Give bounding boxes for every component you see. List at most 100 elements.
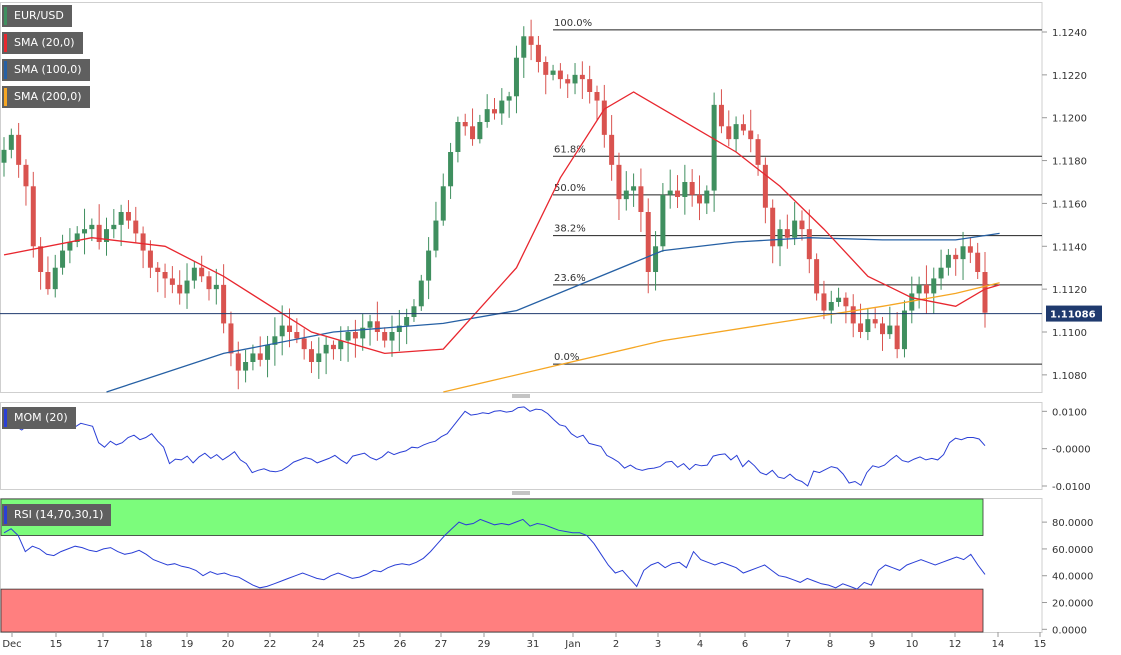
candle-body [433,220,439,251]
candle-body [89,224,95,230]
rsi-overbought-zone [0,498,984,536]
price-tick-label: 1.1140 [1052,242,1087,253]
fib-label: 0.0% [554,352,579,363]
candle-body [389,332,395,341]
rsi-tick-label: 80.0000 [1052,518,1093,529]
candle-body [477,122,483,140]
candle-body [945,254,951,268]
candle-body [506,96,512,101]
candle-body [484,109,490,122]
price-panel-frame [0,2,1043,393]
x-tick-label: 26 [394,639,407,650]
legend-rsi[interactable]: RSI (14,70,30,1) [2,504,112,526]
candle-body [784,229,790,238]
legend-symbol[interactable]: EUR/USD [2,5,72,27]
x-tick-label: Dec [2,639,21,650]
candle-body [294,332,300,339]
candle-body [492,109,497,114]
candle-body [609,134,615,165]
last-price-marker: 1.11086 [0,305,1102,322]
candle-body [38,246,44,272]
candle-body [257,353,263,360]
candle-body [396,325,402,332]
x-tick-label: 22 [264,639,277,650]
candle-body [858,323,864,332]
last-price-tag [1046,305,1102,322]
candle-body [118,212,124,225]
rsi-line [3,518,986,590]
candle-body [82,229,88,234]
candle-body [16,134,22,165]
candle-body [982,272,988,313]
momentum-line [3,406,986,487]
candle-body [909,293,915,311]
candle-body [828,302,834,311]
price-tick-label: 1.1200 [1052,114,1087,125]
candle-body [535,44,541,62]
x-tick-label: 20 [222,639,235,650]
candle-body [696,194,702,204]
candle-body [169,278,175,285]
rsi-tick-label: 0.0000 [1052,625,1087,636]
candle-body [184,280,190,294]
candle-body [301,338,307,350]
x-tick-label: 19 [181,639,194,650]
candle-body [367,321,373,328]
candle-body [177,284,183,294]
candle-body [653,246,659,272]
legend-sma200-label: SMA (200,0) [14,90,82,103]
candle-body [923,284,929,294]
candle-body [265,344,271,360]
legend-sma100[interactable]: SMA (100,0) [2,59,90,81]
price-tick-label: 1.1080 [1052,371,1087,382]
x-tick-label: 9 [869,639,875,650]
moving-averages [3,91,1000,393]
candle-body [206,276,212,290]
candle-body [631,186,637,191]
candle-body [448,152,454,187]
candle-body [865,319,871,332]
candle-body [279,325,285,337]
x-tick-label: 18 [140,639,153,650]
candle-body [235,353,241,371]
sma20-swatch [4,34,7,52]
x-tick-label: 2 [613,639,619,650]
candle-body [426,250,432,281]
symbol-swatch [4,7,7,25]
candle-body [748,130,754,140]
panel-frames [0,2,1043,633]
candle-body [528,36,534,45]
legend-sma20[interactable]: SMA (20,0) [2,32,83,54]
legend-mom[interactable]: MOM (20) [2,407,76,429]
candle-body [1,149,7,163]
candle-body [806,229,812,260]
candle-body [953,254,959,260]
momentum-panel-frame [0,402,1043,490]
candle-body [287,325,293,332]
candle-body [330,344,336,350]
price-tick-label: 1.1220 [1052,71,1087,82]
candle-body [221,284,227,324]
candle-body [418,280,424,307]
x-tick-label: 15 [1034,639,1047,650]
candle-body [718,104,724,127]
legend-sma200[interactable]: SMA (200,0) [2,86,90,108]
candle-body [587,79,593,92]
candle-body [96,224,102,242]
fibonacci-levels: 100.0% 61.8% 50.0% 38.2% 23.6% 0.0% [553,18,1042,365]
candle-body [836,297,842,302]
candle-body [916,284,922,294]
rsi-tick-label: 60.0000 [1052,545,1093,556]
candle-body [213,284,219,290]
candle-body [243,362,249,371]
last-price-label: 1.11086 [1050,310,1096,321]
mom-tick-label: -0.0100 [1052,482,1091,493]
candlesticks [1,19,988,390]
candle-body [726,126,732,140]
candle-body [557,70,563,80]
candle-body [799,220,805,230]
candle-body [499,100,505,114]
candle-body [323,344,329,354]
candle-body [770,207,776,247]
x-tick-label: 24 [312,639,325,650]
